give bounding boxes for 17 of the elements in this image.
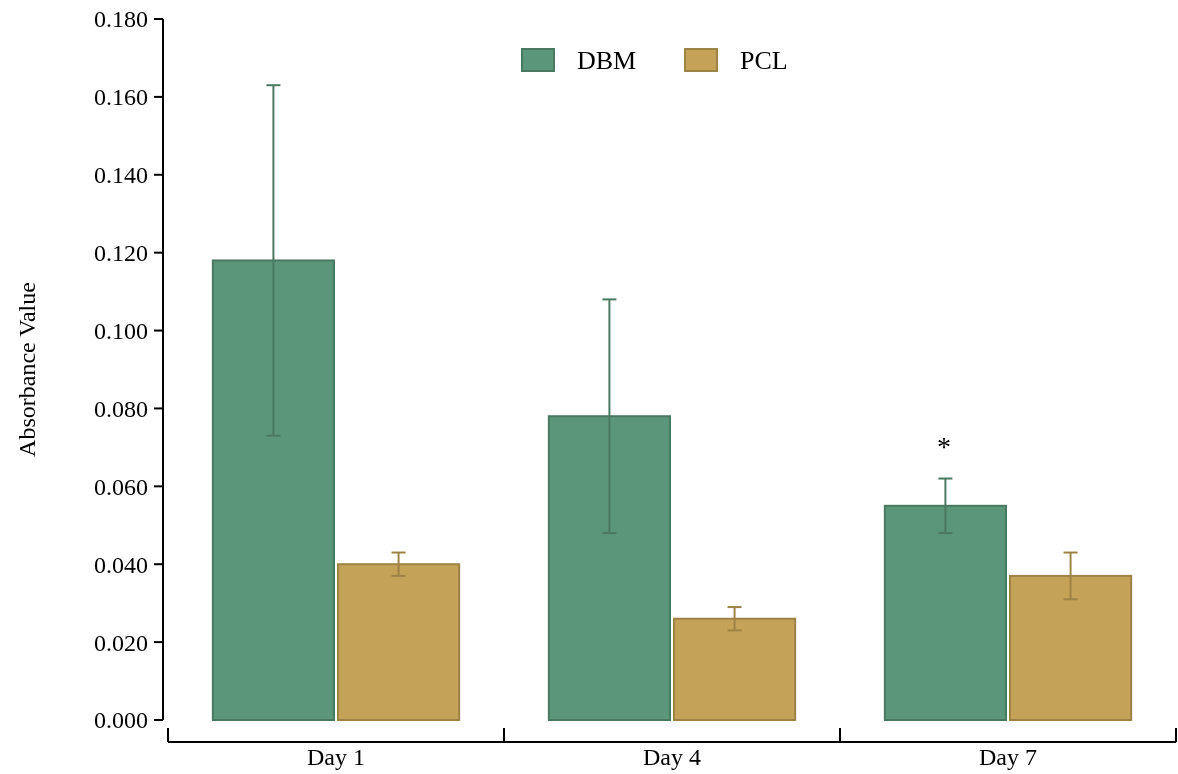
legend-label: PCL (740, 46, 788, 76)
annotation: * (937, 431, 951, 462)
y-tick-label: 0.040 (94, 551, 148, 578)
x-tick-label: Day 1 (307, 744, 365, 770)
x-tick-label: Day 7 (979, 744, 1037, 770)
y-tick-label: 0.160 (94, 84, 148, 111)
x-tick-label: Day 4 (643, 744, 701, 770)
y-tick-label: 0.100 (94, 317, 148, 344)
y-tick-label: 0.020 (94, 629, 148, 656)
y-tick-label: 0.060 (94, 473, 148, 500)
y-tick-label: 0.140 (94, 162, 148, 189)
y-tick-label: 0.000 (94, 707, 148, 734)
y-axis-title: Absorbance Value (14, 282, 40, 457)
y-tick-label: 0.180 (94, 6, 148, 33)
y-tick-label: 0.080 (94, 395, 148, 422)
legend-label: DBM (577, 46, 637, 76)
y-tick-label: 0.120 (94, 240, 148, 267)
